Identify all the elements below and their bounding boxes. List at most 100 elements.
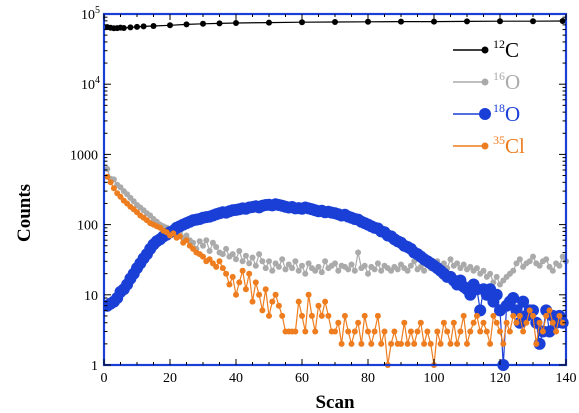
data-point (249, 254, 256, 261)
data-point (295, 298, 302, 305)
data-point (292, 258, 299, 265)
legend-marker (479, 108, 491, 120)
data-point (249, 298, 256, 305)
data-point (513, 319, 520, 326)
data-point (473, 312, 480, 319)
data-point (424, 328, 431, 335)
data-point (335, 267, 342, 274)
data-point (407, 328, 414, 335)
data-point (556, 262, 563, 269)
data-point (543, 312, 550, 319)
data-point (355, 319, 362, 326)
data-point (183, 237, 190, 244)
data-point (421, 340, 428, 347)
data-point (325, 312, 332, 319)
data-point (292, 328, 299, 335)
data-point (206, 256, 213, 263)
data-point (407, 262, 414, 269)
data-point (295, 267, 302, 274)
data-point (454, 340, 461, 347)
data-point (497, 328, 503, 335)
data-point (361, 262, 368, 269)
data-point (127, 24, 134, 31)
data-point (549, 319, 556, 326)
data-point (480, 319, 487, 326)
y-axis-title: Counts (14, 184, 35, 242)
data-point (233, 256, 239, 263)
data-point (345, 328, 352, 335)
data-point (467, 328, 474, 335)
data-point (460, 312, 467, 319)
data-point (493, 273, 500, 280)
data-point (539, 328, 546, 335)
data-point (341, 312, 348, 319)
data-point (470, 319, 477, 326)
data-point (444, 328, 451, 335)
data-point (520, 328, 527, 335)
data-point (266, 312, 272, 319)
data-point (216, 258, 223, 265)
data-point (322, 258, 329, 265)
legend-entry-o18: 18O (453, 101, 520, 126)
data-point (223, 245, 230, 252)
data-point (536, 319, 543, 326)
data-point (546, 307, 553, 314)
data-point (338, 340, 345, 347)
x-tick-label: 40 (229, 371, 243, 386)
data-point (411, 340, 418, 347)
data-point (464, 340, 470, 347)
data-point (490, 288, 503, 301)
data-point (559, 253, 566, 260)
data-point (530, 253, 536, 260)
data-point (417, 319, 424, 326)
data-point (279, 256, 286, 263)
data-point (170, 230, 177, 237)
data-point (404, 267, 411, 274)
y-tick-label: 100 (77, 219, 98, 234)
data-point (239, 258, 246, 265)
data-point (259, 258, 266, 265)
data-point (302, 328, 309, 335)
data-point (345, 266, 352, 273)
data-point (305, 260, 312, 267)
data-point (256, 291, 263, 298)
data-point (223, 270, 230, 277)
data-point (526, 258, 533, 265)
data-point (374, 312, 381, 319)
data-point (454, 260, 461, 267)
data-point (315, 263, 322, 270)
data-point (299, 19, 305, 26)
data-point (150, 23, 157, 29)
data-point (289, 265, 296, 272)
series-line (106, 176, 564, 366)
x-tick-label: 0 (101, 371, 108, 386)
series-o16 (104, 166, 569, 288)
y-tick-label: 104 (81, 75, 100, 93)
data-point (117, 193, 124, 200)
legend-label: 35Cl (493, 133, 525, 158)
data-point (378, 340, 385, 347)
data-point (213, 263, 220, 270)
data-point (371, 266, 378, 273)
data-point (361, 312, 368, 319)
data-point (332, 19, 338, 25)
data-point (259, 307, 266, 314)
data-point (421, 267, 428, 274)
data-point (487, 270, 494, 277)
data-point (226, 281, 233, 288)
data-point (355, 249, 362, 256)
data-point (269, 267, 276, 274)
data-point (510, 267, 517, 274)
data-point (440, 319, 447, 326)
x-tick-label: 60 (295, 371, 309, 386)
data-point (381, 328, 388, 335)
data-point (497, 281, 503, 288)
data-point (167, 22, 173, 29)
data-point (196, 238, 203, 245)
series-c12 (104, 18, 566, 32)
data-point (388, 340, 395, 347)
data-point (365, 18, 371, 25)
series-cl35 (104, 173, 566, 368)
y-tick-label: 105 (81, 5, 100, 23)
data-point (302, 270, 309, 277)
